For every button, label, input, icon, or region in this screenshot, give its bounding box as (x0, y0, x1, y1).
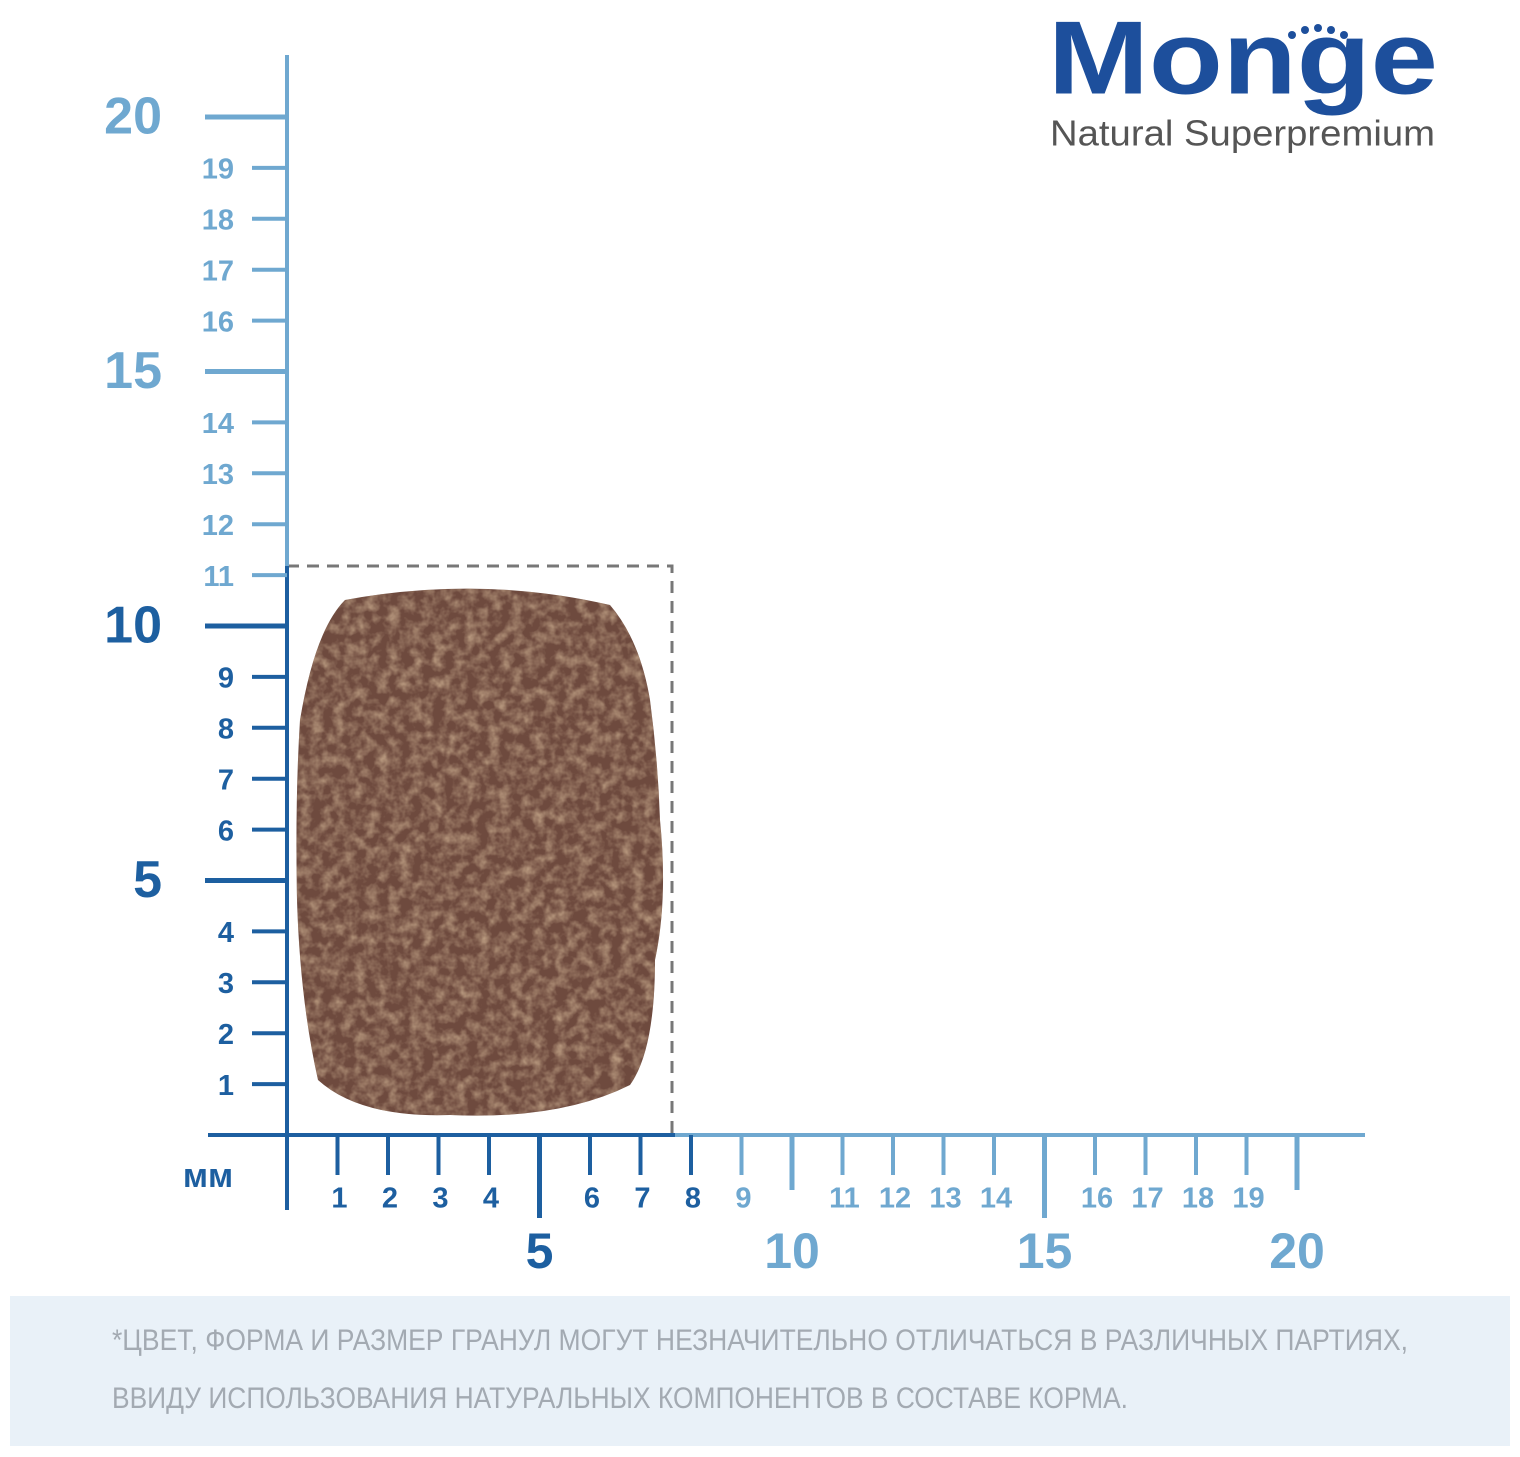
x-tick-label: 4 (483, 1183, 499, 1215)
x-tick-label: 13 (929, 1183, 961, 1215)
x-tick-label: 20 (1269, 1223, 1325, 1279)
y-tick-label: 8 (218, 713, 234, 745)
kibble-texture (296, 588, 664, 1116)
x-tick-label: 9 (735, 1183, 751, 1215)
y-tick-label: 19 (202, 154, 234, 186)
y-tick-label: 9 (218, 663, 234, 695)
y-tick-label: 16 (202, 306, 234, 338)
x-tick-label: 15 (1017, 1223, 1073, 1279)
y-tick-label: 7 (218, 764, 234, 796)
y-tick-label: 3 (218, 968, 234, 1000)
x-tick-label: 6 (584, 1183, 600, 1215)
y-tick-label: 5 (133, 851, 162, 909)
y-tick-label: 12 (202, 510, 234, 542)
x-tick-label: 12 (879, 1183, 911, 1215)
x-tick-label: 3 (432, 1183, 448, 1215)
y-tick-label: 6 (218, 815, 234, 847)
disclaimer-line: ВВИДУ ИСПОЛЬЗОВАНИЯ НАТУРАЛЬНЫХ КОМПОНЕН… (112, 1382, 1128, 1415)
x-tick-label: 1 (331, 1183, 347, 1215)
y-tick-label: 10 (104, 597, 162, 655)
unit-label: мм (183, 1157, 233, 1195)
y-tick-label: 1 (218, 1070, 234, 1102)
y-tick-label: 2 (218, 1019, 234, 1051)
x-tick-label: 2 (382, 1183, 398, 1215)
y-tick-label: 20 (104, 88, 162, 146)
disclaimer-line: *ЦВЕТ, ФОРМА И РАЗМЕР ГРАНУЛ МОГУТ НЕЗНА… (112, 1324, 1408, 1357)
x-tick-label: 18 (1182, 1183, 1214, 1215)
logo-tagline: Natural Superpremium (1050, 113, 1435, 154)
x-tick-label: 14 (980, 1183, 1012, 1215)
y-tick-label: 4 (218, 917, 234, 949)
disclaimer-box (10, 1296, 1510, 1446)
x-tick-label: 19 (1232, 1183, 1264, 1215)
x-tick-label: 11 (829, 1183, 860, 1215)
x-tick-label: 7 (634, 1183, 650, 1215)
logo-stars (1288, 24, 1348, 39)
y-tick-label: 14 (202, 408, 234, 440)
x-tick-label: 10 (764, 1223, 820, 1279)
y-tick-label: 15 (104, 342, 162, 400)
x-tick-label: 16 (1081, 1183, 1113, 1215)
y-tick-label: 18 (202, 204, 234, 236)
size-outline (287, 564, 674, 1135)
y-tick-label: 11 (203, 561, 234, 593)
x-tick-label: 5 (526, 1223, 554, 1279)
x-tick-label: 8 (685, 1183, 701, 1215)
logo-brand: Monge (1048, 0, 1438, 116)
y-tick-label: 17 (202, 255, 234, 287)
x-tick-label: 17 (1131, 1183, 1163, 1215)
y-tick-label: 13 (202, 459, 234, 491)
